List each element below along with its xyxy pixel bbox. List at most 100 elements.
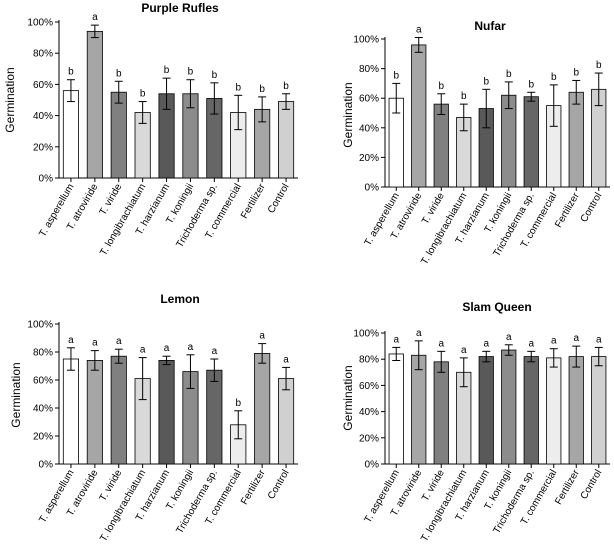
significance-letter: b (212, 70, 218, 81)
bar (278, 378, 295, 465)
y-tick-label: 40% (33, 111, 53, 122)
significance-letter: a (416, 328, 422, 339)
bar (591, 356, 607, 465)
bar (388, 353, 404, 465)
chart-title: Slam Queen (462, 300, 531, 314)
significance-letter: a (259, 331, 265, 342)
x-tick-label: Control (266, 182, 292, 215)
y-tick-label: 60% (359, 94, 379, 105)
y-tick-label: 40% (359, 407, 379, 418)
significance-letter: a (68, 335, 74, 346)
significance-letter: a (92, 338, 98, 349)
significance-letter: b (116, 68, 122, 79)
significance-letter: a (212, 346, 218, 357)
x-tick-label: Control (579, 191, 605, 224)
significance-letter: a (551, 336, 557, 347)
y-tick-label: 100% (27, 18, 53, 29)
bar (433, 103, 449, 188)
y-tick-label: 100% (27, 320, 53, 331)
bar (546, 357, 562, 465)
significance-letter: b (461, 91, 467, 102)
y-tick-label: 40% (33, 404, 53, 415)
bar (254, 352, 271, 465)
bar (86, 359, 103, 465)
y-tick-label: 80% (359, 355, 379, 366)
significance-letter: b (259, 84, 265, 95)
y-tick-label: 60% (33, 376, 53, 387)
significance-letter: b (68, 67, 74, 78)
y-axis-label: Germination (341, 365, 355, 430)
y-tick-label: 0% (39, 460, 54, 471)
y-tick-label: 0% (365, 183, 380, 194)
significance-letter: a (393, 334, 399, 345)
y-tick-label: 60% (359, 381, 379, 392)
significance-letter: a (438, 338, 444, 349)
bar (158, 359, 175, 465)
y-tick-label: 20% (33, 432, 53, 443)
significance-letter: b (283, 81, 289, 92)
bar (523, 96, 539, 188)
y-tick-label: 60% (33, 80, 53, 91)
y-tick-label: 0% (39, 174, 54, 185)
significance-letter: b (438, 81, 444, 92)
y-tick-label: 100% (353, 35, 379, 46)
significance-letter: b (483, 76, 489, 87)
y-axis-label: Germination (3, 67, 17, 132)
bar (568, 91, 584, 188)
x-tick-label: Control (266, 468, 292, 501)
significance-letter: a (188, 342, 194, 353)
y-tick-label: 100% (353, 329, 379, 340)
significance-letter: a (596, 334, 602, 345)
significance-letter: b (140, 89, 146, 100)
significance-letter: a (92, 12, 98, 23)
y-tick-label: 20% (33, 142, 53, 153)
y-tick-label: 80% (33, 348, 53, 359)
chart-title: Purple Rufles (141, 1, 219, 15)
bar (523, 356, 539, 465)
bar (110, 91, 127, 179)
significance-letter: b (393, 70, 399, 81)
significance-letter: a (164, 343, 170, 354)
significance-letter: a (483, 338, 489, 349)
chart-title: Nufar (474, 19, 506, 33)
y-tick-label: 80% (359, 64, 379, 75)
bar (110, 355, 127, 465)
bar (433, 361, 449, 465)
bar (62, 90, 79, 179)
y-axis-label: Germination (9, 362, 23, 427)
bar (501, 349, 517, 465)
significance-letter: a (506, 332, 512, 343)
y-tick-label: 20% (359, 433, 379, 444)
y-tick-label: 20% (359, 153, 379, 164)
significance-letter: b (573, 67, 579, 78)
significance-letter: a (461, 345, 467, 356)
significance-letter: a (283, 354, 289, 365)
y-tick-label: 40% (359, 123, 379, 134)
bar (278, 101, 295, 179)
significance-letter: a (116, 336, 122, 347)
chart-panel-4: Slam Queen Germination 0% 20% 40% 60% 80% 100% a… (341, 300, 610, 544)
bar (478, 356, 494, 465)
significance-letter: b (506, 69, 512, 80)
significance-letter: a (573, 333, 579, 344)
x-tick-label: Control (579, 468, 605, 501)
y-axis-label: Germination (341, 82, 355, 147)
bar (86, 30, 103, 179)
bar (411, 354, 427, 465)
significance-letter: b (235, 398, 241, 409)
significance-letter: b (164, 65, 170, 76)
chart-title: Lemon (160, 292, 199, 306)
significance-letter: a (140, 345, 146, 356)
significance-letter: b (596, 60, 602, 71)
significance-letter: b (235, 82, 241, 93)
significance-letter: b (188, 67, 194, 78)
bar (206, 369, 223, 465)
significance-letter: a (416, 25, 422, 36)
significance-letter: a (528, 338, 534, 349)
chart-panel-1: Purple Rufles Germination 0% 20% 40% 60% 80% 10… (3, 1, 298, 258)
y-tick-label: 80% (33, 49, 53, 60)
bar (411, 44, 427, 188)
